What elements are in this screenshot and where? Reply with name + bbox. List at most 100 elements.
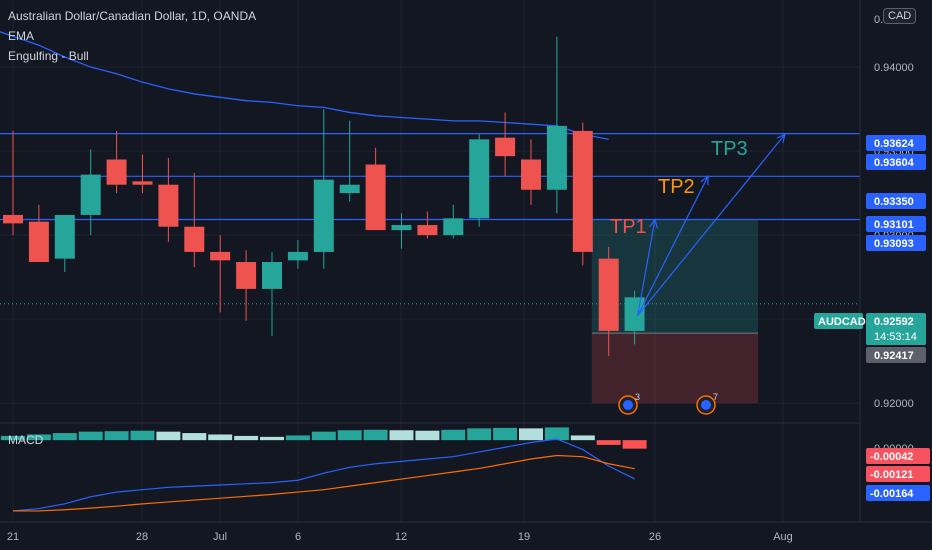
macd-bar <box>208 434 233 441</box>
event-count: 3 <box>635 392 640 402</box>
macd-label: MACD <box>8 433 44 447</box>
candle <box>598 246 619 357</box>
candle <box>236 250 257 321</box>
time-tick[interactable]: Jul <box>213 531 227 543</box>
macd-bar <box>78 431 103 441</box>
candle-body <box>624 297 645 331</box>
time-tick[interactable]: 12 <box>395 531 407 543</box>
time-tick[interactable]: 21 <box>7 531 19 543</box>
currency-button[interactable]: CAD <box>883 8 917 24</box>
macd-bar <box>544 427 569 441</box>
macd-bar <box>234 435 259 441</box>
macd-bar <box>415 430 440 441</box>
horizontal-levels[interactable] <box>0 133 860 221</box>
candle-body <box>184 226 205 252</box>
candle <box>184 172 205 268</box>
time-tick[interactable]: Aug <box>773 531 793 543</box>
time-tick[interactable]: 19 <box>518 531 530 543</box>
candle-body <box>598 258 619 331</box>
candle-body <box>236 262 257 289</box>
tp-arrow-line[interactable] <box>637 176 709 317</box>
time-axis-ticks[interactable]: 21 28 Jul 6 12 19 26 Aug <box>7 531 793 543</box>
candle <box>313 109 334 269</box>
entry-price-label: 0.92417 <box>874 350 914 362</box>
tp-arrows[interactable] <box>637 133 786 317</box>
level-label-bg <box>866 235 926 251</box>
macd-bar <box>441 429 466 441</box>
price-tick[interactable]: 0.94000 <box>874 62 914 74</box>
candle <box>495 112 516 177</box>
tp3-label: TP3 <box>711 138 748 160</box>
candle <box>546 36 567 214</box>
candle-body <box>80 174 101 215</box>
time-tick[interactable]: 6 <box>295 531 301 543</box>
candle-body <box>339 184 360 194</box>
tp2-label: TP2 <box>658 176 695 198</box>
price-axis-labels: 0.93624 0.93604 0.93350 0.93101 0.93093 0.924… <box>814 135 926 363</box>
event-globe-icon <box>701 400 711 410</box>
macd-bar <box>311 431 336 441</box>
candle <box>365 147 386 231</box>
candle <box>417 211 438 239</box>
macd-bar <box>363 429 388 441</box>
level-label: 0.93350 <box>874 196 914 208</box>
long-position-tool[interactable] <box>591 219 758 404</box>
level-label-bg <box>866 216 926 232</box>
profit-zone[interactable] <box>591 219 758 334</box>
candle-body <box>469 139 490 219</box>
event-globe-icon <box>623 400 633 410</box>
level-label: 0.93604 <box>874 157 915 169</box>
stop-zone[interactable] <box>591 333 758 404</box>
candle <box>80 149 101 236</box>
price-tick[interactable]: 0.92000 <box>874 398 914 410</box>
macd-histogram <box>1 427 647 449</box>
candle-body <box>287 251 308 261</box>
indicator-ema-label[interactable]: EMA <box>8 29 35 43</box>
time-tick[interactable]: 28 <box>136 531 148 543</box>
tp-arrow-line[interactable] <box>637 219 656 316</box>
tp-arrow-line[interactable] <box>637 133 786 317</box>
countdown-label: 14:53:14 <box>874 331 917 343</box>
macd-bar <box>285 435 310 441</box>
candle <box>3 130 23 236</box>
macd-value-bg <box>866 466 930 482</box>
candle-body <box>54 214 75 259</box>
macd-bar <box>104 431 129 441</box>
candle <box>106 130 127 194</box>
tp-arrow-head[interactable] <box>649 218 658 229</box>
level-label: 0.93624 <box>874 138 915 150</box>
level-label-bg <box>866 193 926 209</box>
macd-bar <box>337 430 362 441</box>
candle-body <box>365 164 386 231</box>
candle-body <box>28 221 49 263</box>
entry-price-label-bg <box>866 347 926 363</box>
candle-body <box>417 225 438 236</box>
macd-bar <box>182 433 207 441</box>
level-label: 0.93093 <box>874 238 914 250</box>
price-axis-top-label: 0. <box>874 14 883 26</box>
candle-body <box>262 262 282 289</box>
candlesticks <box>3 36 645 357</box>
candle <box>262 251 282 336</box>
candle-body <box>158 184 179 227</box>
macd-bar <box>1 435 25 441</box>
indicator-engulfing-label[interactable]: Engulfing - Bull <box>8 49 89 63</box>
candle <box>572 122 593 266</box>
chart-title[interactable]: Australian Dollar/Canadian Dollar, 1D, O… <box>8 9 257 23</box>
candle <box>210 235 231 313</box>
level-label-bg <box>866 135 926 151</box>
candle <box>521 139 541 205</box>
tp-arrow-head[interactable] <box>776 133 786 144</box>
macd-value-label: -0.00121 <box>870 469 913 481</box>
tp-arrow-head[interactable] <box>700 175 709 186</box>
ema-line <box>0 31 609 140</box>
macd-bar <box>26 434 51 441</box>
candle-body <box>443 218 464 236</box>
time-tick[interactable]: 26 <box>649 531 661 543</box>
macd-bar <box>622 440 647 449</box>
macd-value-bg <box>866 485 930 501</box>
macd-bar <box>493 427 518 441</box>
candle <box>287 240 308 269</box>
